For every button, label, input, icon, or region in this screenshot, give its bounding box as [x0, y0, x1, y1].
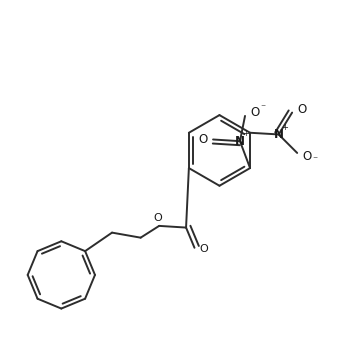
Text: O: O — [297, 103, 307, 116]
Text: O: O — [153, 214, 162, 223]
Text: O: O — [250, 106, 260, 119]
Text: +: + — [281, 122, 288, 132]
Text: +: + — [243, 129, 249, 138]
Text: N: N — [235, 135, 245, 148]
Text: O: O — [198, 133, 208, 146]
Text: N: N — [274, 128, 284, 141]
Text: ⁻: ⁻ — [260, 103, 265, 114]
Text: O: O — [303, 150, 312, 163]
Text: O: O — [199, 244, 208, 255]
Text: ⁻: ⁻ — [312, 155, 317, 165]
